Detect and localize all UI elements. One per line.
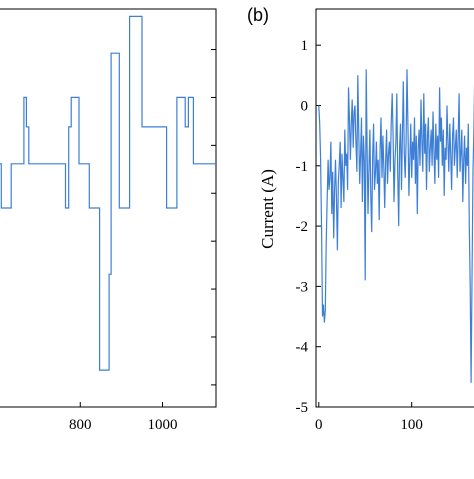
panel-b-ticks xyxy=(316,44,413,408)
panel-b-label: (b) xyxy=(247,5,269,25)
panel-b-y-tick-label: -5 xyxy=(296,400,309,416)
panel-b-y-tick-label: 0 xyxy=(301,98,309,114)
panel-a-x-tick-label: 1000 xyxy=(148,417,178,433)
panel-b-y-tick-label: 1 xyxy=(301,38,309,54)
panel-a-x-tick-label: 800 xyxy=(69,417,92,433)
panel-b-x-tick-label: 0 xyxy=(315,417,323,433)
panel-b-y-tick-label: -1 xyxy=(296,159,309,175)
panel-b-series xyxy=(318,69,474,383)
panel-b-y-tick-labels: 1 0 -1 -2 -3 -4 -5 xyxy=(296,38,309,416)
panel-b-y-tick-label: -3 xyxy=(296,279,309,295)
panel-a-series xyxy=(0,15,216,371)
panel-b-x-tick-label: 100 xyxy=(400,417,423,433)
panel-b-y-tick-label: -4 xyxy=(296,340,309,356)
panel-b-y-axis-title: Current (A) xyxy=(258,169,277,249)
panel-b-y-tick-label: -2 xyxy=(296,219,309,235)
panel-a-series-line xyxy=(0,15,216,371)
panel-b-x-tick-labels: 0 100 xyxy=(315,417,423,433)
panel-a-x-tick-labels: 800 1000 xyxy=(69,417,178,433)
panel-a-plot-frame xyxy=(0,8,217,408)
panel-b-plot-frame xyxy=(315,8,474,408)
panel-b-series-line xyxy=(318,69,474,383)
panel-a-ticks xyxy=(79,49,216,407)
